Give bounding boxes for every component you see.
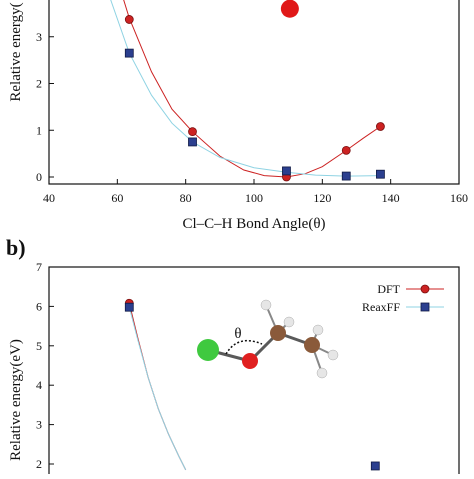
panel-b-y-tick-label-4: 6 (36, 299, 42, 313)
panel-b-reaxff-point-1 (370, 461, 380, 471)
panel-b-y-tick-label-0: 2 (36, 457, 42, 471)
panel-a-y-tick-label-1: 1 (36, 123, 42, 137)
panel-b-dft-fit-curve (128, 303, 187, 471)
panel-b-y-axis-label: Relative energy(eV) (8, 339, 24, 461)
panel-a-x-tick-label-3: 100 (245, 191, 263, 205)
panel-a-reaxff-point-0 (124, 48, 134, 58)
hydrogen-atom-5 (312, 324, 324, 336)
panel-a-y-axis-label: Relative energy( (8, 2, 24, 101)
panel-b-y-tick-label-5: 7 (36, 260, 42, 274)
legend-label-reaxff: ReaxFF (362, 300, 400, 314)
panel-a-dft-point-4 (376, 122, 385, 131)
panel-a-x-tick-label-0: 40 (43, 191, 55, 205)
panel-a-y-tick-label-2: 2 (36, 77, 42, 91)
panel-a-y-tick-label-3: 3 (36, 30, 42, 44)
hydrogen-atom-4 (327, 349, 339, 361)
legend-label-dft: DFT (377, 282, 400, 296)
panel-a-x-tick-label-5: 140 (382, 191, 400, 205)
panel-a-dft-point-3 (341, 145, 351, 155)
panel-b-letter: b) (6, 235, 26, 260)
panel-a-x-tick-label-6: 160 (450, 191, 468, 205)
angle-theta-label: θ (234, 326, 241, 342)
panel-b-y-tick-label-3: 5 (36, 339, 42, 353)
legend-marker-reaxff (420, 302, 430, 312)
panel-b-reaxff-fit-curve (128, 307, 187, 471)
legend-marker-dft (420, 284, 430, 294)
panel-a-x-tick-label-4: 120 (313, 191, 331, 205)
panel-a-x-axis-label: Cl–C–H Bond Angle(θ) (182, 216, 325, 232)
panel-b-y-tick-label-2: 4 (36, 378, 42, 392)
panel-b-y-tick-label-1: 3 (36, 418, 42, 432)
panel-b: b) 2 3 4 5 6 7 Relative energy(eV) DFT ReaxFF (6, 235, 460, 479)
carbon-atom-2 (304, 337, 320, 353)
carbon-atom-1 (270, 325, 286, 341)
panel-a-highlight-point (280, 0, 299, 18)
panel-a-frame (48, 0, 460, 185)
hydrogen-atom-3 (316, 367, 328, 379)
panel-a: 40 60 80 100 120 140 160 0 1 2 3 Cl–C–H Bond Angl… (8, 0, 468, 232)
chlorine-atom (197, 339, 219, 361)
panel-a-dft-point-0 (124, 15, 134, 24)
panel-a-reaxff-point-1 (188, 137, 197, 147)
angle-arc (225, 339, 263, 355)
panel-a-x-tick-label-1: 60 (111, 191, 123, 205)
panel-a-reaxff-point-3 (341, 171, 351, 181)
legend: DFT ReaxFF (362, 282, 444, 314)
panel-a-dft-point-1 (188, 127, 197, 137)
panel-a-reaxff-point-2 (282, 166, 291, 176)
hydrogen-atom-1 (260, 299, 272, 311)
panel-a-dft-fit-curve (123, 0, 381, 178)
panel-a-reaxff-point-4 (376, 169, 385, 179)
panel-a-x-tick-label-2: 80 (180, 191, 192, 205)
panel-b-frame (48, 266, 460, 479)
panel-a-y-tick-label-0: 0 (36, 170, 42, 184)
panel-b-reaxff-point-0 (124, 302, 134, 312)
panel-a-reaxff-fit-curve (110, 0, 381, 177)
oxygen-atom (242, 353, 258, 369)
molecule-illustration: θ (197, 299, 339, 379)
hydrogen-atom-2 (283, 316, 295, 328)
